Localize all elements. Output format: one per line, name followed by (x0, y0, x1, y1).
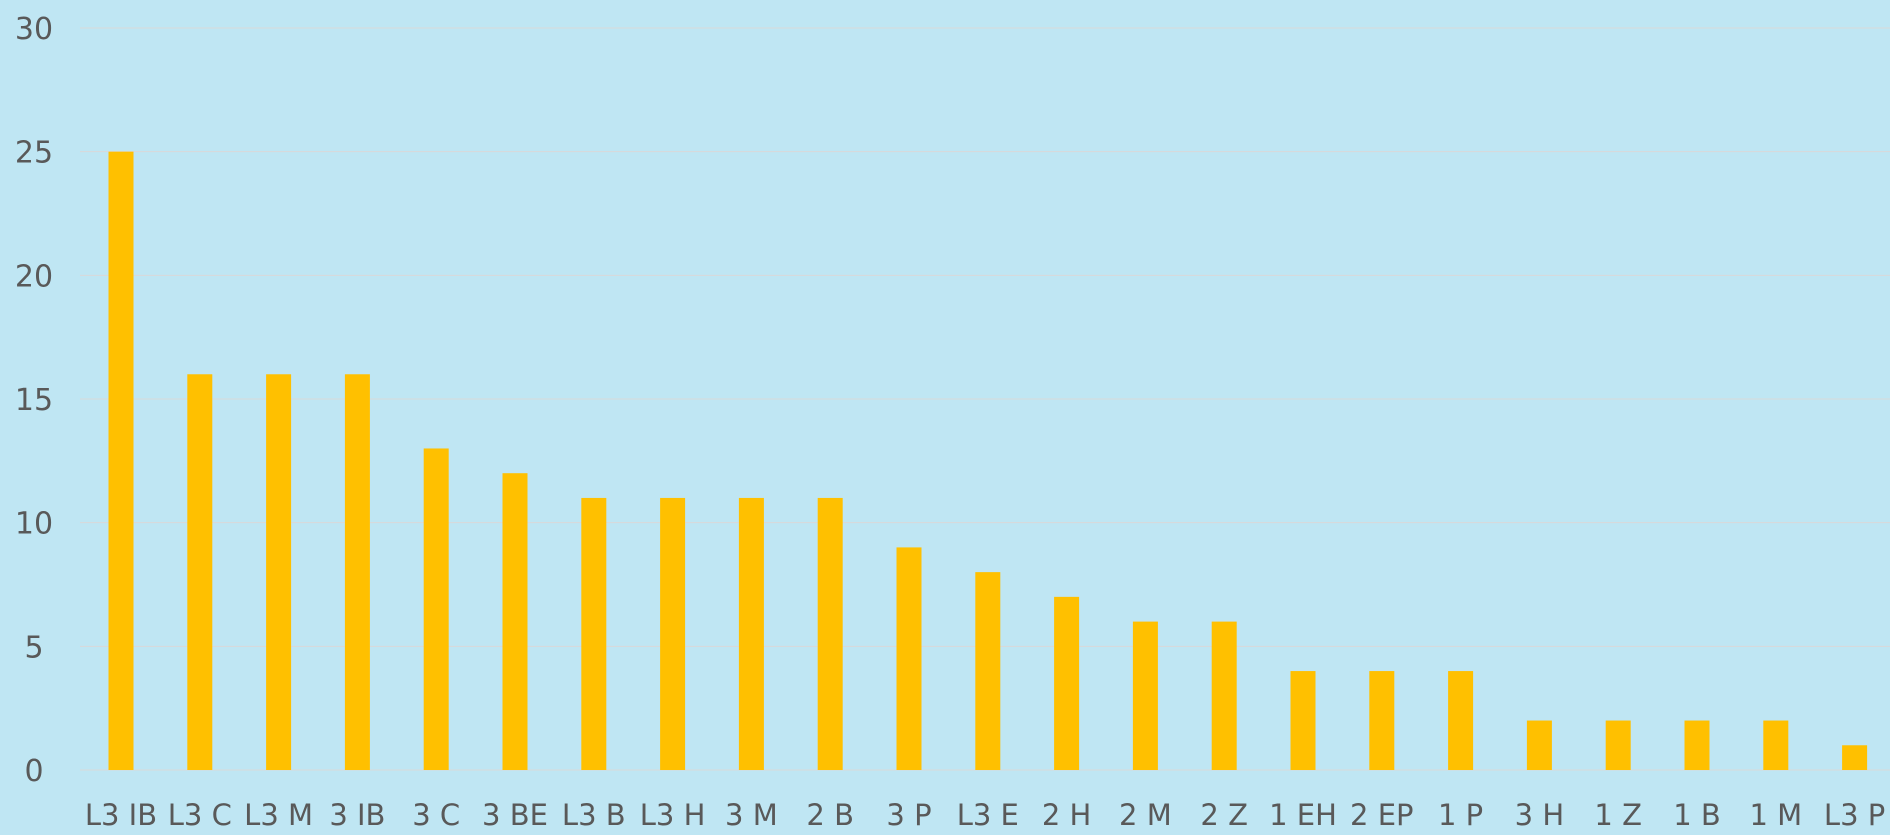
x-tick-label: 2 H (1042, 798, 1091, 831)
bar (423, 448, 449, 770)
bar (502, 473, 528, 770)
bar (896, 547, 922, 770)
bars (108, 151, 1868, 770)
x-tick-label: 3 IB (329, 798, 385, 831)
bar (660, 497, 686, 770)
y-tick-label: 10 (15, 507, 53, 542)
bar (1526, 720, 1552, 770)
x-tick-label: 2 M (1119, 798, 1172, 831)
bar (187, 374, 213, 770)
y-tick-label: 0 (24, 754, 43, 789)
bar (1290, 671, 1316, 770)
x-tick-label: L3 H (640, 798, 706, 831)
bar (1605, 720, 1631, 770)
x-tick-label: 1 M (1749, 798, 1802, 831)
bar (1763, 720, 1789, 770)
x-tick-label: 2 EP (1350, 798, 1413, 831)
y-axis-ticks: 0 5 10 15 20 25 30 (15, 12, 53, 789)
x-axis-ticks: L3 IB L3 C L3 M 3 IB 3 C 3 BE L3 B L3 H 3 M 2 B 3 … (85, 798, 1885, 832)
x-tick-label: 3 C (412, 798, 460, 831)
bar (1684, 720, 1710, 770)
x-tick-label: 3 P (886, 798, 931, 831)
x-tick-label: 1 P (1438, 798, 1483, 831)
gridlines (80, 27, 1890, 771)
bar (266, 374, 292, 770)
bar (108, 151, 134, 770)
x-tick-label: 1 EH (1269, 798, 1337, 831)
bar (1842, 745, 1868, 770)
y-tick-label: 25 (15, 136, 53, 171)
x-tick-label: L3 B (562, 798, 626, 831)
x-tick-label: 3 H (1515, 798, 1564, 831)
x-tick-label: 3 M (725, 798, 778, 831)
bar (975, 572, 1001, 770)
bar (1211, 621, 1237, 770)
bar (1448, 671, 1474, 770)
x-tick-label: 2 B (806, 798, 854, 831)
x-tick-label: 1 Z (1594, 798, 1642, 831)
bar (1132, 621, 1158, 770)
bar (344, 374, 370, 770)
x-tick-label: L3 M (244, 798, 313, 831)
x-tick-label: 1 B (1673, 798, 1721, 831)
y-tick-label: 30 (15, 12, 53, 47)
x-tick-label: L3 IB (85, 798, 157, 831)
bar (1369, 671, 1395, 770)
bar (581, 497, 607, 770)
bar (817, 497, 843, 770)
y-tick-label: 20 (15, 259, 53, 294)
x-tick-label: L3 P (1824, 798, 1885, 831)
x-tick-label: L3 E (957, 798, 1019, 831)
x-tick-label: L3 C (168, 798, 232, 831)
y-tick-label: 5 (24, 630, 43, 665)
x-tick-label: 2 Z (1200, 798, 1248, 831)
bar (1054, 596, 1080, 770)
y-tick-label: 15 (15, 383, 53, 418)
x-tick-label: 3 BE (482, 798, 548, 831)
bar (738, 497, 764, 770)
